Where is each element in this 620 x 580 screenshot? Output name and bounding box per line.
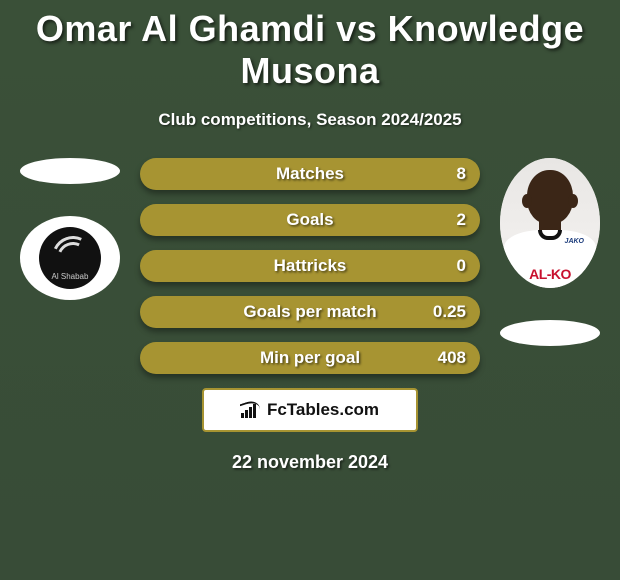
stat-row: Hattricks0	[140, 250, 480, 282]
stat-label: Hattricks	[140, 256, 480, 276]
stat-value-right: 8	[457, 164, 466, 184]
page-title: Omar Al Ghamdi vs Knowledge Musona	[0, 0, 620, 92]
stat-label: Matches	[140, 164, 480, 184]
kit-brand: JAKO	[565, 238, 584, 245]
comparison-area: Al Shabab JAKO AL-KO Matches8 Goals2 Hattr…	[0, 158, 620, 374]
stat-row: Goals2	[140, 204, 480, 236]
stat-value-right: 0	[457, 256, 466, 276]
jersey-sponsor: AL-KO	[500, 266, 600, 282]
stat-bars: Matches8Goals2Hattricks0Goals per match0…	[140, 158, 480, 374]
player-photo-right: JAKO AL-KO	[500, 158, 600, 288]
stat-row: Matches8	[140, 158, 480, 190]
stat-row: Min per goal408	[140, 342, 480, 374]
club-badge-left: Al Shabab	[20, 216, 120, 300]
stat-label: Min per goal	[140, 348, 480, 368]
club-logo-icon	[50, 236, 90, 276]
date-label: 22 november 2024	[0, 452, 620, 473]
subtitle: Club competitions, Season 2024/2025	[0, 110, 620, 130]
right-player-column: JAKO AL-KO	[490, 158, 610, 346]
stat-row: Goals per match0.25	[140, 296, 480, 328]
brand-text: FcTables.com	[267, 400, 379, 420]
stat-value-right: 0.25	[433, 302, 466, 322]
brand-box: FcTables.com	[202, 388, 418, 432]
left-player-column: Al Shabab	[10, 158, 130, 300]
stat-label: Goals per match	[140, 302, 480, 322]
stat-value-right: 408	[438, 348, 466, 368]
stat-value-right: 2	[457, 210, 466, 230]
chart-icon	[241, 402, 261, 418]
club-badge-placeholder-right	[500, 320, 600, 346]
player-photo-placeholder-left	[20, 158, 120, 184]
stat-label: Goals	[140, 210, 480, 230]
